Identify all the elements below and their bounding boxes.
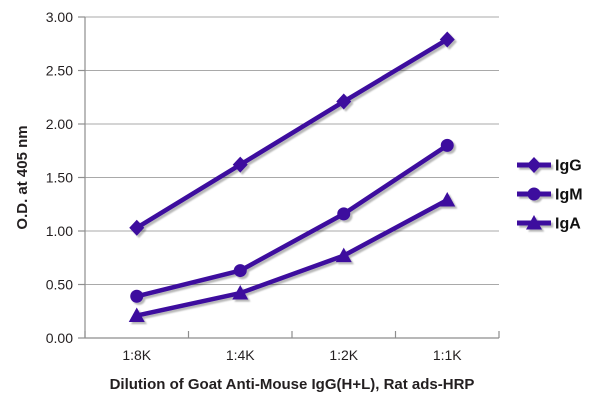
legend-marker-triangle-icon [517,215,551,230]
series-line-IgA [134,197,450,318]
y-tick-label: 1.50 [46,170,73,186]
data-point-IgG-1:4K [232,156,248,173]
data-point-IgA-1:8K [128,307,145,323]
x-tick-label: 1:2K [329,347,358,363]
series-line-IgG [134,37,450,231]
legend-item-IgM: IgM [517,187,583,204]
y-tick-label: 2.50 [46,63,73,79]
gridlines [85,16,499,285]
data-point-IgG-1:8K [129,219,145,236]
x-tick-label: 1:8K [122,347,151,363]
legend-diamond-icon [526,157,542,173]
x-axis-title: Dilution of Goat Anti-Mouse IgG(H+L), Ra… [110,376,475,393]
y-tick-label: 0.00 [46,330,73,346]
x-tick-label: 1:1K [433,347,462,363]
x-axis-tick-labels: 1:8K 1:4K 1:2K 1:1K [122,347,462,363]
axes [78,16,500,339]
data-series [128,31,456,323]
legend-marker-diamond-icon [517,157,551,173]
y-axis-tick-labels: 0.00 0.50 1.00 1.50 2.00 2.50 3.00 [46,9,73,346]
legend-circle-icon [527,187,541,201]
legend-item-IgA: IgA [517,215,581,233]
data-point-IgA-1:2K [335,247,352,263]
x-tick-label: 1:4K [226,347,255,363]
series-line-IgM [134,143,450,299]
y-axis-title: O.D. at 405 nm [14,125,31,229]
y-tick-label: 2.00 [46,116,73,132]
data-point-IgM-1:2K [337,207,351,221]
data-point-IgM-1:1K [440,138,454,152]
legend-item-IgG: IgG [517,157,582,175]
legend-label: IgM [555,187,583,204]
legend-triangle-icon [526,215,542,230]
data-point-IgA-1:1K [439,191,456,207]
data-point-IgG-1:1K [439,31,455,48]
data-point-IgM-1:8K [130,289,144,303]
legend-label: IgG [555,158,582,175]
legend: IgG IgM IgA [517,157,583,233]
data-point-IgG-1:2K [336,93,352,110]
y-tick-label: 3.00 [46,9,73,25]
legend-label: IgA [555,216,581,233]
data-point-IgM-1:4K [233,264,247,278]
legend-marker-circle-icon [517,187,551,201]
y-tick-label: 0.50 [46,277,73,293]
y-tick-label: 1.00 [46,223,73,239]
data-point-IgA-1:4K [232,285,249,300]
